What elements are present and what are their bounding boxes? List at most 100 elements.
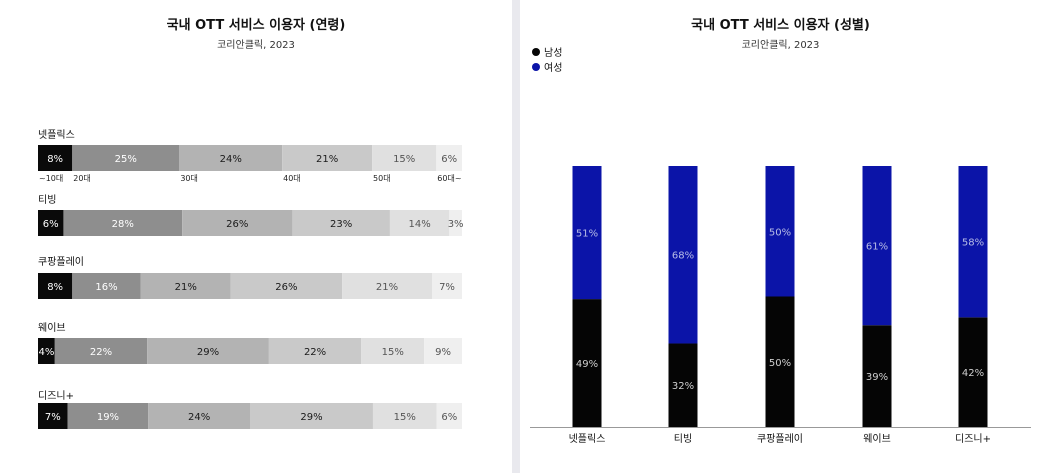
age-bar-segment	[67, 403, 149, 429]
age-data-label: 19%	[97, 412, 119, 423]
age-bar-segment	[179, 145, 283, 171]
legend-marker	[532, 48, 540, 56]
age-data-label: 21%	[376, 282, 398, 293]
age-data-label: 24%	[188, 412, 210, 423]
age-bar-segment	[72, 273, 141, 299]
legend-label: 여성	[544, 62, 562, 74]
age-segment-label: 20대	[73, 174, 91, 183]
age-bar-segment	[38, 403, 68, 429]
age-bar-segment	[424, 338, 462, 364]
age-bar-segment	[449, 210, 462, 236]
age-category-label: 쿠팡플레이	[38, 256, 84, 268]
gender-bar-female	[862, 166, 892, 326]
age-data-label: 26%	[275, 282, 297, 293]
age-bar-segment	[230, 273, 343, 299]
gender-bar-male	[958, 317, 988, 427]
age-data-label: 15%	[382, 347, 404, 358]
age-bar-segment	[54, 338, 148, 364]
gender-bar-male	[572, 299, 602, 427]
age-bar-segment	[72, 145, 180, 171]
age-bar-segment	[140, 273, 231, 299]
age-bar-segment	[389, 210, 450, 236]
age-category-label: 웨이브	[38, 322, 66, 334]
age-bar-segment	[361, 338, 425, 364]
age-data-label: 14%	[408, 219, 430, 230]
legend-label: 남성	[544, 47, 562, 59]
age-bar-segment	[372, 145, 437, 171]
age-bar-segment	[436, 145, 462, 171]
age-chart-subtitle: 코리안클릭, 2023	[217, 40, 295, 51]
gender-category-label: 쿠팡플레이	[757, 433, 803, 445]
age-data-label: 9%	[435, 347, 451, 358]
gender-bar-female	[958, 166, 988, 318]
age-data-label: 7%	[439, 282, 455, 293]
age-bar-segment	[250, 403, 373, 429]
age-data-label: 22%	[304, 347, 326, 358]
gender-bar-female	[572, 166, 602, 300]
age-data-label: 21%	[175, 282, 197, 293]
age-category-label: 넷플릭스	[38, 129, 75, 141]
age-data-label: 28%	[112, 219, 134, 230]
gender-data-label: 32%	[672, 381, 694, 392]
gender-bar-female	[668, 166, 698, 344]
age-bar-segment	[268, 338, 362, 364]
age-stacked-bar-chart: 넷플릭스 8% 25% 24% 21% 15% 6% ~10대 20대 30대 40대 50대 60대~…	[38, 129, 464, 429]
age-bar-segment	[432, 273, 462, 299]
age-data-label: 7%	[45, 412, 61, 423]
age-bar-segment	[38, 273, 73, 299]
age-data-label: 6%	[43, 219, 59, 230]
age-bar-segment	[38, 338, 55, 364]
age-data-label: 25%	[115, 154, 137, 165]
age-data-label: 3%	[448, 219, 464, 230]
age-data-label: 22%	[90, 347, 112, 358]
age-bar-segment	[148, 403, 250, 429]
age-bar-segment	[182, 210, 293, 236]
gender-chart-subtitle: 코리안클릭, 2023	[741, 40, 820, 51]
gender-chart-title: 국내 OTT 서비스 이용자 (성별)	[691, 18, 870, 33]
age-segment-label: 50대	[373, 174, 391, 183]
age-data-label: 8%	[47, 154, 63, 165]
gender-bar-male	[862, 325, 892, 427]
age-bar-segment	[342, 273, 433, 299]
gender-data-label: 61%	[866, 242, 888, 253]
age-data-label: 15%	[393, 154, 415, 165]
gender-chart-panel: 국내 OTT 서비스 이용자 (성별) 코리안클릭, 2023 49% 51% 넷플…	[520, 0, 1041, 473]
legend-marker	[532, 63, 540, 71]
gender-category-label: 디즈니+	[955, 433, 991, 445]
gender-data-label: 39%	[866, 372, 888, 383]
age-bar-segment	[38, 210, 64, 236]
age-bar-segment	[147, 338, 269, 364]
gender-data-label: 50%	[769, 358, 791, 369]
age-data-label: 26%	[226, 219, 248, 230]
gender-bar-male	[765, 296, 795, 427]
gender-category-label: 넷플릭스	[569, 433, 606, 445]
age-segment-label: ~10대	[39, 174, 63, 183]
gender-data-label: 42%	[962, 368, 984, 379]
age-data-label: 15%	[394, 412, 416, 423]
age-data-label: 6%	[441, 154, 457, 165]
age-data-label: 29%	[300, 412, 322, 423]
gender-bar-female	[765, 166, 795, 297]
age-data-label: 29%	[197, 347, 219, 358]
age-data-label: 4%	[38, 347, 54, 358]
age-bar-segment	[63, 210, 183, 236]
gender-data-label: 51%	[576, 229, 598, 240]
age-chart-title: 국내 OTT 서비스 이용자 (연령)	[166, 18, 346, 33]
age-category-label: 티빙	[38, 194, 56, 206]
age-bar-segment	[436, 403, 462, 429]
panel-divider	[512, 0, 520, 473]
gender-data-label: 58%	[962, 238, 984, 249]
age-data-label: 6%	[441, 412, 457, 423]
age-chart-panel: 국내 OTT 서비스 이용자 (연령) 코리안클릭, 2023 넷플릭스 8% 25…	[0, 0, 512, 473]
gender-stacked-bar-chart: 49% 51% 넷플릭스 32% 68% 티빙 50% 50% 쿠팡플레이 39% 61% 웨이브 42…	[530, 47, 1031, 445]
age-data-label: 24%	[220, 154, 242, 165]
age-bar-segment	[282, 145, 373, 171]
gender-data-label: 68%	[672, 251, 694, 262]
gender-data-label: 50%	[769, 227, 791, 238]
age-bar-segment	[38, 145, 73, 171]
age-bar-segment	[292, 210, 390, 236]
age-segment-label: 30대	[180, 174, 198, 183]
gender-data-label: 49%	[576, 359, 598, 370]
gender-bar-male	[668, 343, 698, 427]
gender-category-label: 웨이브	[863, 433, 891, 445]
